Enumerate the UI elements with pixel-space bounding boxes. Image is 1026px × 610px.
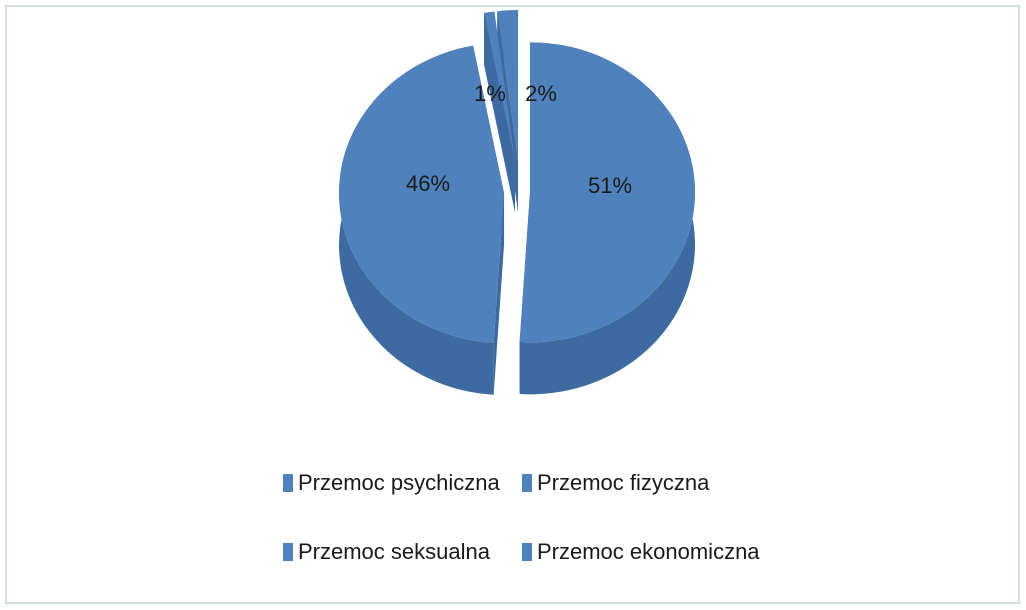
data-label: 46% bbox=[406, 171, 450, 196]
legend-swatch bbox=[283, 543, 293, 561]
legend-swatch bbox=[522, 474, 532, 492]
data-label: 51% bbox=[588, 173, 632, 198]
legend-label: Przemoc seksualna bbox=[298, 539, 491, 564]
pie-slice bbox=[484, 11, 515, 161]
data-label: 2% bbox=[525, 81, 557, 106]
pie-tops bbox=[339, 10, 695, 343]
legend-label: Przemoc ekonomiczna bbox=[537, 539, 760, 564]
data-label: 1% bbox=[474, 81, 506, 106]
legend: Przemoc psychiczna Przemoc fizyczna Przemo… bbox=[283, 470, 760, 564]
legend-swatch bbox=[522, 543, 532, 561]
pie-slice bbox=[519, 42, 695, 343]
slice-wall bbox=[493, 193, 505, 395]
legend-label: Przemoc fizyczna bbox=[537, 470, 710, 495]
pie-slice bbox=[497, 10, 518, 161]
legend-swatch bbox=[283, 474, 293, 492]
legend-label: Przemoc psychiczna bbox=[298, 470, 501, 495]
pie-slice bbox=[339, 45, 505, 343]
data-labels: 51% 46% 1% 2% bbox=[406, 81, 632, 198]
